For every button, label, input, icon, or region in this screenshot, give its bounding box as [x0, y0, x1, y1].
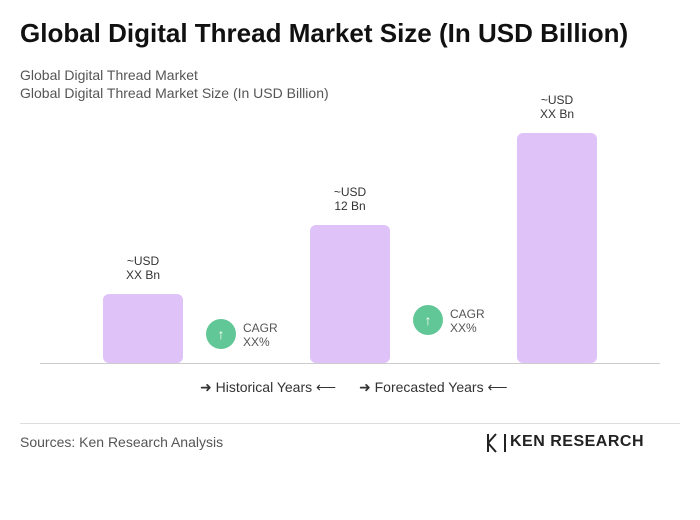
cagr-label: CAGR XX%: [243, 321, 278, 349]
logo-icon: [487, 433, 506, 453]
value-label: ~USD XX Bn: [539, 93, 575, 121]
legend-label: Forecasted Years: [374, 379, 484, 395]
cagr-icon: ↑: [413, 305, 443, 335]
chart-title: Global Digital Thread Market Size (In US…: [20, 18, 629, 48]
legend-item: ➜ Forecasted Years ⟵: [359, 379, 508, 395]
logo: KEN RESEARCH: [510, 433, 645, 450]
bar: [103, 294, 183, 363]
bar: [517, 133, 597, 363]
value-label: ~USD 12 Bn: [333, 185, 367, 213]
legend-label: Historical Years: [215, 379, 313, 395]
value-label: ~USD XX Bn: [125, 254, 161, 282]
legend-item: ➜ Historical Years ⟵: [200, 379, 337, 395]
source: Sources: Ken Research Analysis: [20, 434, 224, 450]
cagr-icon: ↑: [206, 319, 236, 349]
subtitle: Global Digital Thread Market Size (In US…: [20, 85, 329, 101]
subtitle: Global Digital Thread Market: [20, 67, 198, 83]
cagr-label: CAGR XX%: [450, 307, 485, 335]
bar: [310, 225, 390, 363]
